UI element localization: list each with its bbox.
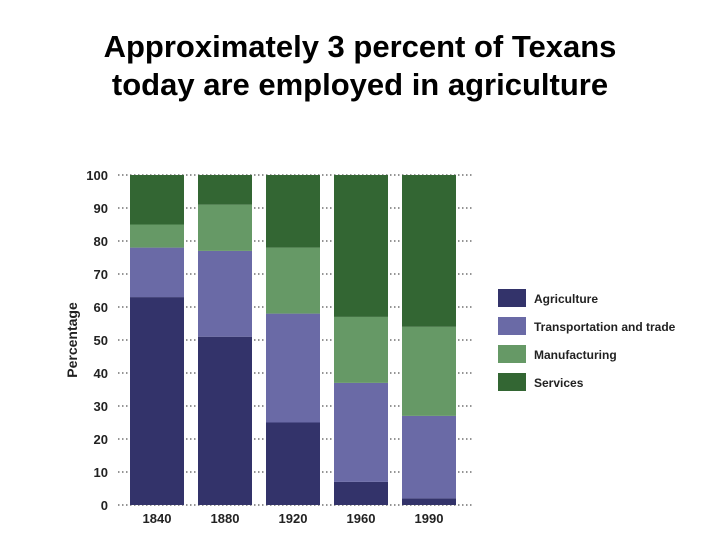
bar-segment-services-1960 <box>334 175 388 317</box>
x-tick-label: 1880 <box>211 511 240 526</box>
x-tick-label: 1840 <box>143 511 172 526</box>
bar-segment-services-1920 <box>266 175 320 248</box>
y-axis-ticks: 0 10 20 30 40 50 60 70 80 90 100 <box>86 168 108 513</box>
bar-segment-transportation-and-trade-1920 <box>266 313 320 423</box>
y-tick-label: 10 <box>94 465 108 480</box>
bar-segment-agriculture-1840 <box>130 297 184 505</box>
legend-label: Transportation and trade <box>534 320 676 334</box>
bar-segment-agriculture-1920 <box>266 422 320 505</box>
y-tick-label: 70 <box>94 267 108 282</box>
y-tick-label: 60 <box>94 300 108 315</box>
y-tick-label: 40 <box>94 366 108 381</box>
y-tick-label: 100 <box>86 168 108 183</box>
y-tick-label: 30 <box>94 399 108 414</box>
slide-title-line-1: Approximately 3 percent of Texans <box>103 29 617 64</box>
bar-segment-manufacturing-1990 <box>402 326 456 416</box>
legend-swatch <box>498 345 526 363</box>
y-tick-label: 50 <box>94 333 108 348</box>
slide-title-line-2: today are employed in agriculture <box>111 67 609 102</box>
x-tick-label: 1920 <box>279 511 308 526</box>
legend-label: Agriculture <box>534 292 598 306</box>
bar-segment-manufacturing-1840 <box>130 224 184 248</box>
bar-segment-transportation-and-trade-1880 <box>198 250 252 337</box>
y-tick-label: 0 <box>101 498 108 513</box>
bar-segment-services-1990 <box>402 175 456 327</box>
legend-swatch <box>498 289 526 307</box>
bar-segment-manufacturing-1960 <box>334 316 388 383</box>
y-axis-title: Percentage <box>64 302 80 378</box>
x-tick-label: 1990 <box>415 511 444 526</box>
y-tick-label: 80 <box>94 234 108 249</box>
legend-label: Services <box>534 376 584 390</box>
legend: Agriculture Transportation and trade Manuf… <box>498 289 676 391</box>
y-tick-label: 90 <box>94 201 108 216</box>
y-tick-label: 20 <box>94 432 108 447</box>
bar-segment-transportation-and-trade-1960 <box>334 382 388 482</box>
bar-segment-services-1880 <box>198 175 252 205</box>
bar-segment-agriculture-1990 <box>402 498 456 505</box>
legend-label: Manufacturing <box>534 348 617 362</box>
legend-swatch <box>498 373 526 391</box>
bar-segment-agriculture-1960 <box>334 481 388 505</box>
x-tick-label: 1960 <box>347 511 376 526</box>
bar-segment-manufacturing-1880 <box>198 204 252 251</box>
bar-segment-manufacturing-1920 <box>266 247 320 314</box>
legend-swatch <box>498 317 526 335</box>
bar-segment-transportation-and-trade-1990 <box>402 415 456 499</box>
bar-segment-services-1840 <box>130 175 184 225</box>
bar-segment-agriculture-1880 <box>198 336 252 505</box>
x-axis-ticks: 1840 1880 1920 1960 1990 <box>143 511 444 526</box>
bar-segment-transportation-and-trade-1840 <box>130 247 184 298</box>
bars <box>130 175 456 505</box>
slide-title: Approximately 3 percent of Texans today … <box>0 28 720 104</box>
